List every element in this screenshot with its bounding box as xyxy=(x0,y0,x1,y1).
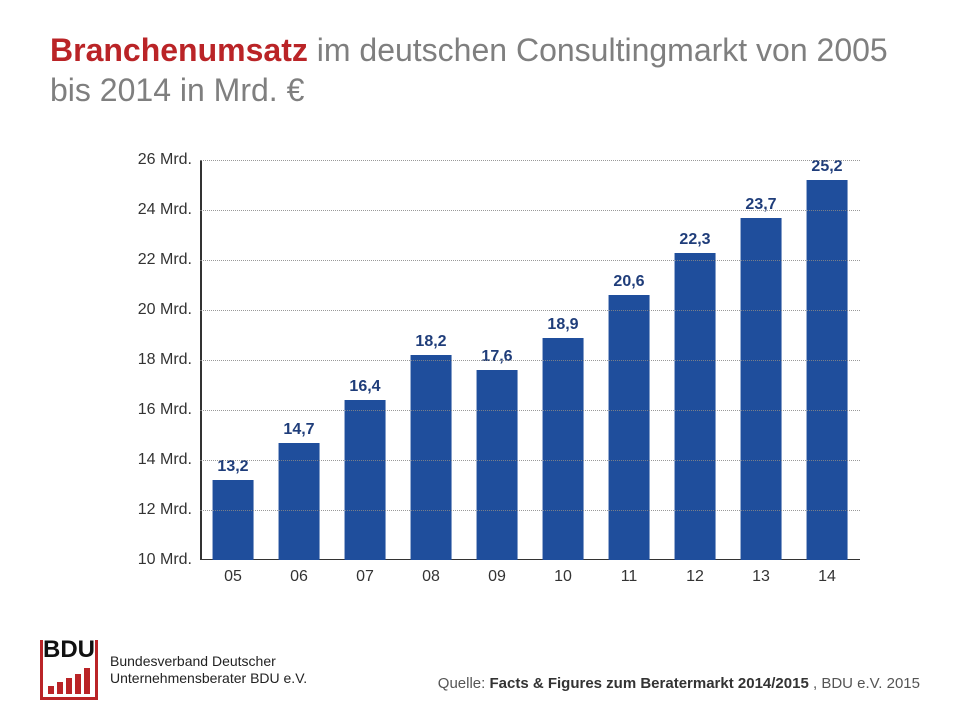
grid-line xyxy=(200,260,860,261)
bar-value-label: 18,9 xyxy=(547,316,578,334)
x-tick-label: 13 xyxy=(752,568,770,586)
y-tick-label: 26 Mrd. xyxy=(122,151,192,169)
x-tick-label: 06 xyxy=(290,568,308,586)
logo-line2: Unternehmensberater BDU e.V. xyxy=(110,670,307,688)
bar xyxy=(411,355,452,560)
bar xyxy=(213,480,254,560)
y-tick-label: 22 Mrd. xyxy=(122,251,192,269)
page: Branchenumsatz im deutschen Consultingma… xyxy=(0,0,960,720)
y-tick-label: 24 Mrd. xyxy=(122,201,192,219)
grid-line xyxy=(200,210,860,211)
bar xyxy=(477,370,518,560)
x-tick-label: 10 xyxy=(554,568,572,586)
logo-line1: Bundesverband Deutscher xyxy=(110,653,307,671)
grid-line xyxy=(200,460,860,461)
bar xyxy=(609,295,650,560)
grid-line xyxy=(200,360,860,361)
grid-line xyxy=(200,160,860,161)
bdu-logo-icon: BDU xyxy=(40,640,98,700)
bar-value-label: 17,6 xyxy=(481,348,512,366)
x-tick-label: 11 xyxy=(621,568,638,586)
page-title: Branchenumsatz im deutschen Consultingma… xyxy=(50,30,910,110)
bar-chart: 13,20514,70616,40718,20817,60918,91020,6… xyxy=(130,150,860,590)
footer: BDU Bundesverband Deutscher Unternehmens… xyxy=(40,640,920,700)
bar-value-label: 18,2 xyxy=(415,333,446,351)
y-tick-label: 20 Mrd. xyxy=(122,301,192,319)
x-tick-label: 05 xyxy=(224,568,242,586)
bar xyxy=(543,338,584,561)
logo-bars-icon xyxy=(48,668,90,694)
logo-block: BDU Bundesverband Deutscher Unternehmens… xyxy=(40,640,307,700)
y-tick-label: 12 Mrd. xyxy=(122,501,192,519)
y-tick-label: 10 Mrd. xyxy=(122,551,192,569)
source-prefix: Quelle: xyxy=(438,675,490,692)
grid-line xyxy=(200,310,860,311)
bar-value-label: 14,7 xyxy=(283,421,314,439)
grid-line xyxy=(200,410,860,411)
y-tick-label: 18 Mrd. xyxy=(122,351,192,369)
source-suffix: , BDU e.V. 2015 xyxy=(809,675,920,692)
grid-line xyxy=(200,510,860,511)
source-bold: Facts & Figures zum Beratermarkt 2014/20… xyxy=(489,675,808,692)
x-tick-label: 07 xyxy=(356,568,374,586)
x-tick-label: 14 xyxy=(818,568,836,586)
x-tick-label: 09 xyxy=(488,568,506,586)
bar xyxy=(675,253,716,561)
bar-value-label: 16,4 xyxy=(349,378,380,396)
y-tick-label: 14 Mrd. xyxy=(122,451,192,469)
source-line: Quelle: Facts & Figures zum Beratermarkt… xyxy=(438,675,920,692)
x-tick-label: 12 xyxy=(686,568,704,586)
bar-value-label: 22,3 xyxy=(679,231,710,249)
bar-value-label: 20,6 xyxy=(613,273,644,291)
plot-area: 13,20514,70616,40718,20817,60918,91020,6… xyxy=(200,160,860,560)
bar xyxy=(345,400,386,560)
bar xyxy=(807,180,848,560)
x-tick-label: 08 xyxy=(422,568,440,586)
logo-text: Bundesverband Deutscher Unternehmensbera… xyxy=(110,653,307,688)
bar xyxy=(741,218,782,561)
title-emphasis: Branchenumsatz xyxy=(50,32,308,68)
y-tick-label: 16 Mrd. xyxy=(122,401,192,419)
